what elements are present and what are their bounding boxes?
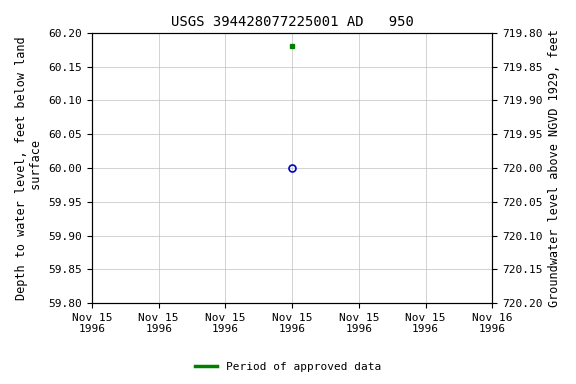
Y-axis label: Groundwater level above NGVD 1929, feet: Groundwater level above NGVD 1929, feet <box>548 29 561 307</box>
Legend: Period of approved data: Period of approved data <box>191 358 385 377</box>
Title: USGS 394428077225001 AD   950: USGS 394428077225001 AD 950 <box>170 15 414 29</box>
Y-axis label: Depth to water level, feet below land
 surface: Depth to water level, feet below land su… <box>15 36 43 300</box>
